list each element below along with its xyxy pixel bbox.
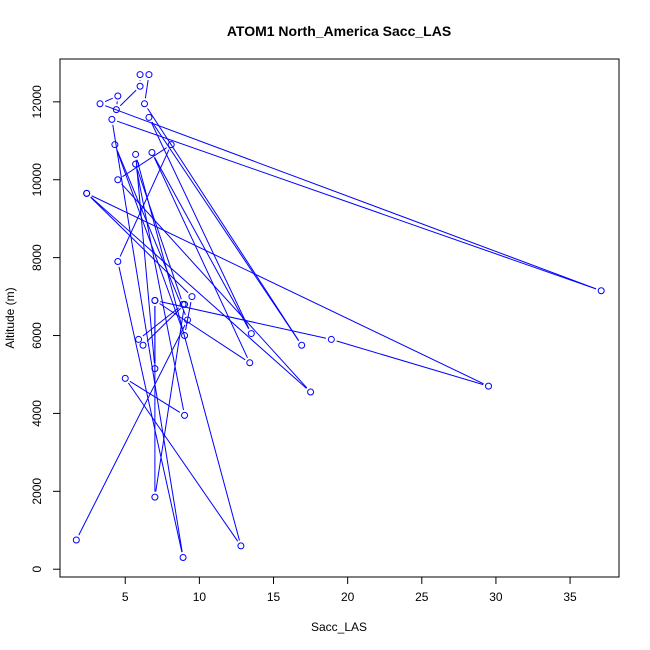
data-point <box>181 300 189 308</box>
data-point <box>111 141 119 149</box>
y-tick-label: 4000 <box>30 400 44 427</box>
series-segment <box>146 307 181 342</box>
data-point <box>83 189 91 197</box>
data-point <box>485 382 493 390</box>
data-point <box>246 359 254 367</box>
data-point <box>145 71 153 79</box>
data-point <box>179 554 187 562</box>
series-segment <box>112 124 183 553</box>
series-segment <box>159 303 246 361</box>
data-point <box>247 330 255 338</box>
series-points <box>72 71 605 562</box>
data-point <box>298 341 306 349</box>
data-point <box>145 113 153 121</box>
data-point <box>114 92 122 100</box>
data-point <box>114 176 122 184</box>
data-point <box>121 374 129 382</box>
series-segment <box>144 79 149 99</box>
data-point <box>136 71 144 79</box>
y-tick-label: 8000 <box>30 244 44 271</box>
data-point <box>151 493 159 501</box>
chart-title: ATOM1 North_America Sacc_LAS <box>227 23 451 39</box>
x-tick-label: 20 <box>341 590 355 604</box>
series-segment <box>116 149 184 331</box>
series-segment <box>136 169 182 300</box>
series-segment <box>105 105 597 290</box>
x-tick-label: 30 <box>489 590 503 604</box>
series-segment <box>104 97 113 103</box>
series-segment <box>122 147 167 178</box>
series-segment <box>336 340 484 386</box>
y-tick-label: 6000 <box>30 322 44 349</box>
series-segment <box>153 157 248 359</box>
data-point <box>327 335 335 343</box>
y-tick-label: 12000 <box>30 85 44 119</box>
data-point <box>597 287 605 295</box>
x-tick-label: 10 <box>193 590 207 604</box>
data-point <box>132 160 140 168</box>
series-segment <box>118 266 183 553</box>
data-point <box>181 332 189 340</box>
series-segment <box>119 149 170 257</box>
series-segment <box>116 149 186 316</box>
x-axis-label: Sacc_LAS <box>311 620 367 634</box>
data-point <box>151 365 159 373</box>
series-segment <box>150 122 250 329</box>
series-segment <box>154 157 250 329</box>
series-segment <box>91 195 484 385</box>
series-segment <box>127 382 239 542</box>
data-point <box>151 296 159 304</box>
data-point <box>135 335 143 343</box>
data-point <box>184 316 192 324</box>
data-point <box>148 148 156 156</box>
x-tick-label: 15 <box>267 590 281 604</box>
y-axis: 0 2000 4000 6000 8000 10000 12000 <box>30 85 61 573</box>
series-lines <box>78 79 597 553</box>
series-segment <box>155 309 185 492</box>
x-tick-label: 35 <box>563 590 577 604</box>
data-point <box>108 115 116 123</box>
series-segment <box>142 307 180 337</box>
series-segment <box>90 196 307 389</box>
data-point <box>72 536 80 544</box>
series-segment <box>185 301 192 331</box>
series-segment <box>119 89 137 107</box>
series-segment <box>160 301 327 339</box>
data-point <box>139 341 147 349</box>
y-tick-label: 0 <box>30 566 44 573</box>
series-segment <box>78 324 186 536</box>
data-point <box>114 258 122 266</box>
data-point <box>188 293 196 301</box>
series-segment <box>90 196 189 294</box>
data-point <box>307 388 315 396</box>
data-point <box>136 82 144 90</box>
series-segment <box>116 120 597 290</box>
data-point <box>141 100 149 108</box>
y-tick-label: 2000 <box>30 478 44 505</box>
x-axis: 5 10 15 20 25 30 35 <box>122 576 577 604</box>
series-segment <box>136 169 184 411</box>
data-point <box>112 106 120 114</box>
series-segment <box>151 121 300 341</box>
series-segment <box>136 159 240 541</box>
data-point <box>181 411 189 419</box>
data-point <box>167 141 175 149</box>
data-point <box>237 542 245 550</box>
x-tick-label: 25 <box>415 590 429 604</box>
data-point <box>96 100 104 108</box>
y-tick-label: 10000 <box>30 163 44 197</box>
data-point <box>132 150 140 158</box>
y-axis-label: Altitude (m) <box>3 287 17 348</box>
x-tick-label: 5 <box>122 590 129 604</box>
